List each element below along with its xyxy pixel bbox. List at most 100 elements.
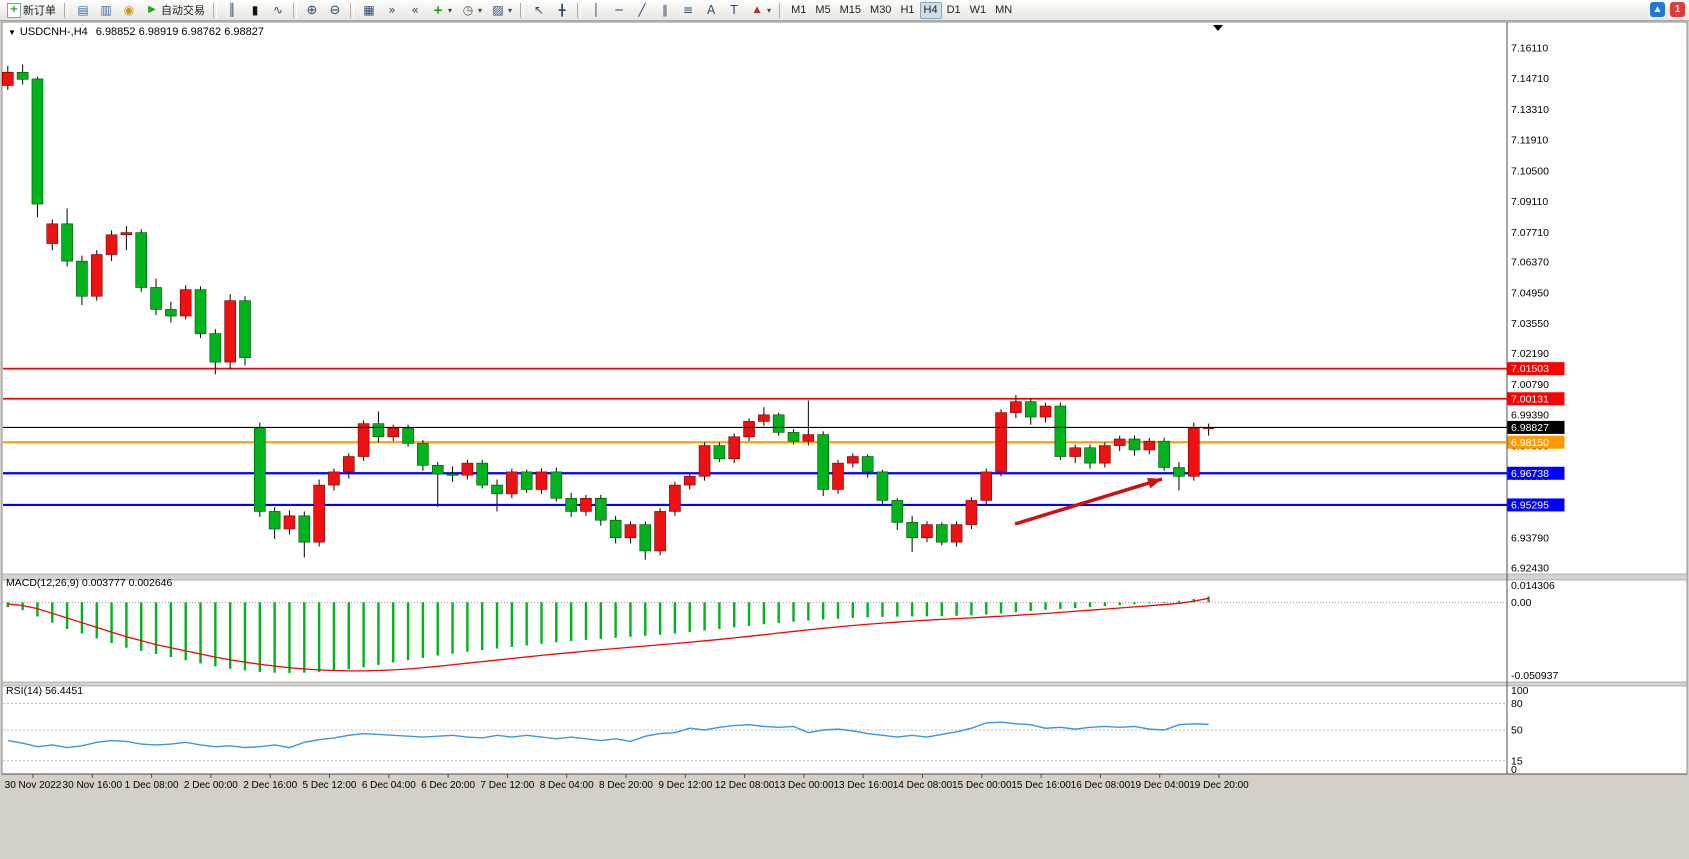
community-icon: ◉ <box>123 3 135 17</box>
svg-text:15: 15 <box>1511 755 1523 767</box>
indicators-button[interactable]: + ▾ <box>427 2 456 19</box>
svg-text:7.16110: 7.16110 <box>1511 42 1548 54</box>
svg-text:7.10500: 7.10500 <box>1511 166 1549 178</box>
svg-text:7 Dec 12:00: 7 Dec 12:00 <box>480 780 534 791</box>
horizontal-line-button[interactable]: ─ <box>608 2 630 19</box>
chevron-down-icon[interactable]: ▾ <box>478 5 483 15</box>
new-order-icon: + <box>7 2 21 18</box>
svg-text:7.02190: 7.02190 <box>1511 348 1549 360</box>
timeframe-m15-button[interactable]: M15 <box>836 2 865 19</box>
chart-shift-button[interactable]: « <box>404 2 426 19</box>
rsi-panel-resize-handle[interactable] <box>0 680 1507 687</box>
data-window-button[interactable]: ▥ <box>95 2 117 19</box>
svg-text:19 Dec 20:00: 19 Dec 20:00 <box>1189 780 1249 791</box>
candlestick-chart-button[interactable]: ▮ <box>244 2 266 19</box>
svg-text:7.06370: 7.06370 <box>1511 256 1549 268</box>
tile-windows-button[interactable]: ▦ <box>358 2 380 19</box>
timeframe-w1-button[interactable]: W1 <box>966 2 991 19</box>
clock-icon: ◷ <box>462 3 474 17</box>
market-watch-icon: ▤ <box>77 3 89 17</box>
svg-text:6 Dec 04:00: 6 Dec 04:00 <box>362 780 416 791</box>
community-button[interactable]: ◉ <box>118 2 140 19</box>
bar-chart-button[interactable]: ║ <box>221 2 243 19</box>
vertical-line-button[interactable]: │ <box>585 2 607 19</box>
vertical-line-icon: │ <box>592 3 600 17</box>
toolbar-separator <box>64 2 68 18</box>
ohlc-values: 6.98852 6.98919 6.98762 6.98827 <box>95 26 264 38</box>
trendline-button[interactable]: ╱ <box>631 2 653 19</box>
fibonacci-button[interactable]: ≡ <box>677 2 699 19</box>
toolbar: + 新订单 ▤ ▥ ◉ ▶ 自动交易 ║ ▮ ∿ ⊕ ⊖ ▦» «+ ▾ ◷ ▾ ▨ ▾ ↖ ╋ │ ─ ╱ ∥ ≡ A T ▲ ▾ M1 M… <box>0 0 1689 21</box>
symbol-dropdown-icon[interactable]: ▼ <box>8 27 16 37</box>
chevron-down-icon[interactable]: ▾ <box>448 5 453 15</box>
templates-button[interactable]: ▨ ▾ <box>487 2 516 19</box>
svg-text:7.11910: 7.11910 <box>1511 135 1548 147</box>
new-order-button[interactable]: + 新订单 <box>3 2 60 19</box>
shapes-button[interactable]: ▲ ▾ <box>746 2 775 19</box>
svg-text:7.09110: 7.09110 <box>1511 196 1548 208</box>
auto-scroll-button[interactable]: » <box>381 2 403 19</box>
text-label-button[interactable]: T <box>723 2 745 19</box>
app-icon[interactable]: ▲ <box>1650 2 1665 17</box>
timeframe-mn-button[interactable]: MN <box>991 2 1016 19</box>
text-button[interactable]: A <box>700 2 722 19</box>
zoom-in-button[interactable]: ⊕ <box>301 2 323 19</box>
timeframe-m30-button[interactable]: M30 <box>866 2 895 19</box>
auto-trading-icon: ▶ <box>148 4 156 15</box>
svg-text:1 Dec 08:00: 1 Dec 08:00 <box>125 780 179 791</box>
svg-text:30 Nov 16:00: 30 Nov 16:00 <box>63 780 123 791</box>
new-order-button-label: 新订单 <box>23 5 56 17</box>
svg-text:7.14710: 7.14710 <box>1511 73 1549 85</box>
timeframe-h1-button[interactable]: H1 <box>896 2 918 19</box>
svg-text:6.99390: 6.99390 <box>1511 410 1549 422</box>
svg-text:0: 0 <box>1511 764 1517 776</box>
chart-window[interactable]: 7.16110 7.14710 7.13310 7.11910 7.10500 7.091… <box>0 21 1689 859</box>
price-axis[interactable] <box>1507 21 1689 774</box>
svg-text:2 Dec 16:00: 2 Dec 16:00 <box>243 780 297 791</box>
periods-button[interactable]: ◷ ▾ <box>457 2 486 19</box>
toolbar-separator <box>577 2 582 18</box>
line-chart-icon: ∿ <box>272 3 284 17</box>
timeframe-m1-button[interactable]: M1 <box>787 2 810 19</box>
timeframe-h1-button-label: H1 <box>900 4 915 16</box>
svg-text:16 Dec 08:00: 16 Dec 08:00 <box>1071 780 1131 791</box>
svg-text:5 Dec 12:00: 5 Dec 12:00 <box>303 780 357 791</box>
market-watch-button[interactable]: ▤ <box>72 2 94 19</box>
timeframe-w1-button-label: W1 <box>969 4 987 16</box>
timeframe-m5-button[interactable]: M5 <box>811 2 834 19</box>
svg-text:0.014306: 0.014306 <box>1511 580 1555 592</box>
cursor-icon: ↖ <box>534 3 545 17</box>
svg-text:30 Nov 2022: 30 Nov 2022 <box>5 780 62 791</box>
cursor-button[interactable]: ↖ <box>528 2 550 19</box>
indicators-icon: + <box>432 3 444 17</box>
horizontal-line-icon: ─ <box>615 3 623 17</box>
svg-text:6.98827: 6.98827 <box>1511 422 1549 434</box>
data-window-icon: ▥ <box>100 3 112 17</box>
chevron-down-icon[interactable]: ▾ <box>767 5 772 15</box>
timeframe-m15-button-label: M15 <box>839 4 862 16</box>
svg-text:8 Dec 04:00: 8 Dec 04:00 <box>540 780 594 791</box>
channel-button[interactable]: ∥ <box>654 2 676 19</box>
svg-text:9 Dec 12:00: 9 Dec 12:00 <box>658 780 712 791</box>
auto-scroll-icon: » <box>388 3 396 17</box>
toolbar-separator <box>293 2 297 18</box>
svg-text:15 Dec 16:00: 15 Dec 16:00 <box>1011 780 1071 791</box>
zoom-out-button[interactable]: ⊖ <box>324 2 346 19</box>
auto-trading-button[interactable]: ▶ 自动交易 <box>141 2 209 19</box>
svg-text:6.93790: 6.93790 <box>1511 532 1549 544</box>
timeframe-d1-button[interactable]: D1 <box>943 2 965 19</box>
zoom-in-icon: ⊕ <box>306 2 318 18</box>
chart-canvas[interactable]: 7.16110 7.14710 7.13310 7.11910 7.10500 7.091… <box>0 21 1689 859</box>
template-icon: ▨ <box>492 3 504 17</box>
svg-text:7.01503: 7.01503 <box>1511 363 1549 375</box>
svg-text:-0.050937: -0.050937 <box>1511 670 1558 682</box>
macd-panel-resize-handle[interactable] <box>0 572 1507 580</box>
crosshair-button[interactable]: ╋ <box>551 2 573 19</box>
time-axis[interactable] <box>0 774 1689 794</box>
notification-badge[interactable]: 1 <box>1670 2 1685 17</box>
svg-text:12 Dec 08:00: 12 Dec 08:00 <box>715 780 775 791</box>
svg-text:6.96738: 6.96738 <box>1511 468 1549 480</box>
timeframe-h4-button[interactable]: H4 <box>919 1 942 19</box>
chevron-down-icon[interactable]: ▾ <box>508 5 513 15</box>
line-chart-button[interactable]: ∿ <box>267 2 289 19</box>
